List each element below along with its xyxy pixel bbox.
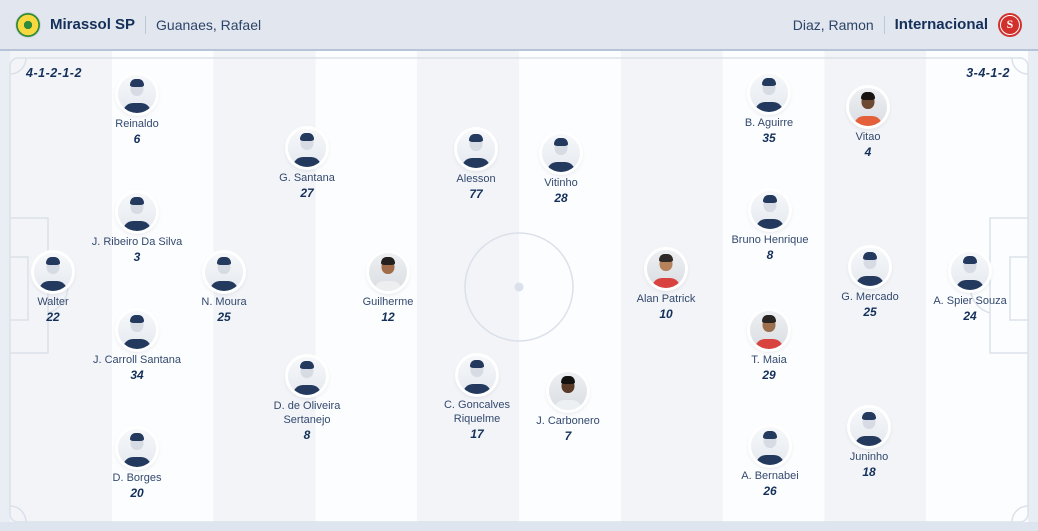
player-avatar bbox=[288, 357, 326, 395]
player[interactable]: Vitinho 28 bbox=[506, 134, 616, 205]
player-name: A. Bernabei bbox=[741, 470, 799, 482]
player-number: 25 bbox=[217, 310, 231, 324]
pitch-bottom-band bbox=[0, 522, 1038, 531]
player-avatar bbox=[205, 253, 243, 291]
player-name: D. Borges bbox=[112, 472, 162, 484]
player-name: Walter bbox=[37, 296, 69, 308]
player-avatar bbox=[849, 88, 887, 126]
player[interactable]: Vitao 4 bbox=[813, 88, 923, 159]
player-avatar bbox=[118, 311, 156, 349]
player-avatar bbox=[369, 253, 407, 291]
player-avatar bbox=[750, 74, 788, 112]
player-avatar bbox=[118, 193, 156, 231]
home-coach-name[interactable]: Guanaes, Rafael bbox=[156, 16, 262, 33]
player-name: Juninho bbox=[849, 451, 889, 463]
player-number: 29 bbox=[762, 368, 776, 382]
player-number: 24 bbox=[963, 309, 977, 323]
player-name: D. de Oliveira Sertanejo bbox=[273, 400, 341, 426]
mirassol-logo-icon[interactable] bbox=[16, 12, 40, 37]
player-name: Guilherme bbox=[362, 296, 414, 308]
player-avatar bbox=[851, 248, 889, 286]
player-avatar bbox=[751, 191, 789, 229]
player-avatar bbox=[542, 134, 580, 172]
player-number: 6 bbox=[133, 132, 141, 146]
player-number: 8 bbox=[303, 428, 311, 442]
player-name: J. Carroll Santana bbox=[92, 354, 182, 366]
player[interactable]: A. Bernabei 26 bbox=[715, 427, 825, 498]
player[interactable]: G. Santana 27 bbox=[252, 129, 362, 200]
player-avatar bbox=[118, 429, 156, 467]
player-name: Vitinho bbox=[544, 177, 578, 189]
player-name: Alan Patrick bbox=[636, 293, 696, 305]
player[interactable]: Juninho 18 bbox=[814, 408, 924, 479]
player-name: A. Spier Souza bbox=[933, 295, 1007, 307]
player[interactable]: Bruno Henrique 8 bbox=[715, 191, 825, 262]
player-avatar bbox=[951, 252, 989, 290]
player-number: 10 bbox=[659, 307, 673, 321]
away-team-header: Diaz, Ramon Internacional bbox=[792, 12, 1022, 37]
player-avatar bbox=[750, 311, 788, 349]
header-divider bbox=[145, 15, 147, 34]
player[interactable]: B. Aguirre 35 bbox=[714, 74, 824, 145]
player-avatar bbox=[850, 408, 888, 446]
player-name: J. Ribeiro Da Silva bbox=[91, 236, 183, 248]
player-avatar bbox=[647, 250, 685, 288]
home-team-header: Mirassol SP Guanaes, Rafael bbox=[16, 12, 262, 37]
player-avatar bbox=[751, 427, 789, 465]
player-name: T. Maia bbox=[751, 354, 787, 366]
player-avatar bbox=[118, 75, 156, 113]
player-number: 18 bbox=[862, 465, 876, 479]
player-avatar bbox=[34, 253, 72, 291]
player[interactable]: J. Carbonero 7 bbox=[513, 372, 623, 443]
player[interactable]: D. Borges 20 bbox=[82, 429, 192, 500]
header-divider bbox=[883, 15, 885, 34]
player[interactable]: A. Spier Souza 24 bbox=[915, 252, 1025, 323]
player[interactable]: Alan Patrick 10 bbox=[611, 250, 721, 321]
player-name: B. Aguirre bbox=[744, 117, 794, 129]
player-number: 4 bbox=[864, 145, 872, 159]
player-number: 12 bbox=[381, 310, 395, 324]
player[interactable]: G. Mercado 25 bbox=[815, 248, 925, 319]
player[interactable]: Guilherme 12 bbox=[333, 253, 443, 324]
home-team-name[interactable]: Mirassol SP bbox=[50, 16, 136, 33]
player-name: G. Mercado bbox=[841, 291, 899, 303]
player-avatar bbox=[288, 129, 326, 167]
internacional-logo-icon[interactable] bbox=[998, 12, 1022, 37]
player-number: 8 bbox=[766, 248, 774, 262]
player-number: 27 bbox=[300, 186, 314, 200]
player-number: 7 bbox=[564, 429, 572, 443]
player[interactable]: Reinaldo 6 bbox=[82, 75, 192, 146]
player[interactable]: D. de Oliveira Sertanejo 8 bbox=[252, 357, 362, 442]
player-number: 26 bbox=[763, 484, 777, 498]
player-number: 28 bbox=[554, 191, 568, 205]
lineups-header: Mirassol SP Guanaes, Rafael Diaz, Ramon … bbox=[0, 0, 1038, 51]
player-number: 34 bbox=[130, 368, 144, 382]
player-name: N. Moura bbox=[201, 296, 247, 308]
away-coach-name[interactable]: Diaz, Ramon bbox=[792, 16, 874, 33]
player-name: J. Carbonero bbox=[536, 415, 600, 427]
player-name: G. Santana bbox=[279, 172, 335, 184]
player-number: 20 bbox=[130, 486, 144, 500]
player-name: Reinaldo bbox=[115, 118, 159, 130]
player-name: Bruno Henrique bbox=[731, 234, 809, 246]
player-number: 35 bbox=[762, 131, 776, 145]
player-avatar bbox=[457, 130, 495, 168]
player[interactable]: T. Maia 29 bbox=[714, 311, 824, 382]
player[interactable]: N. Moura 25 bbox=[169, 253, 279, 324]
away-team-name[interactable]: Internacional bbox=[894, 16, 988, 33]
player-avatar bbox=[458, 356, 496, 394]
player-number: 25 bbox=[863, 305, 877, 319]
player-avatar bbox=[549, 372, 587, 410]
player-name: Vitao bbox=[855, 131, 881, 143]
